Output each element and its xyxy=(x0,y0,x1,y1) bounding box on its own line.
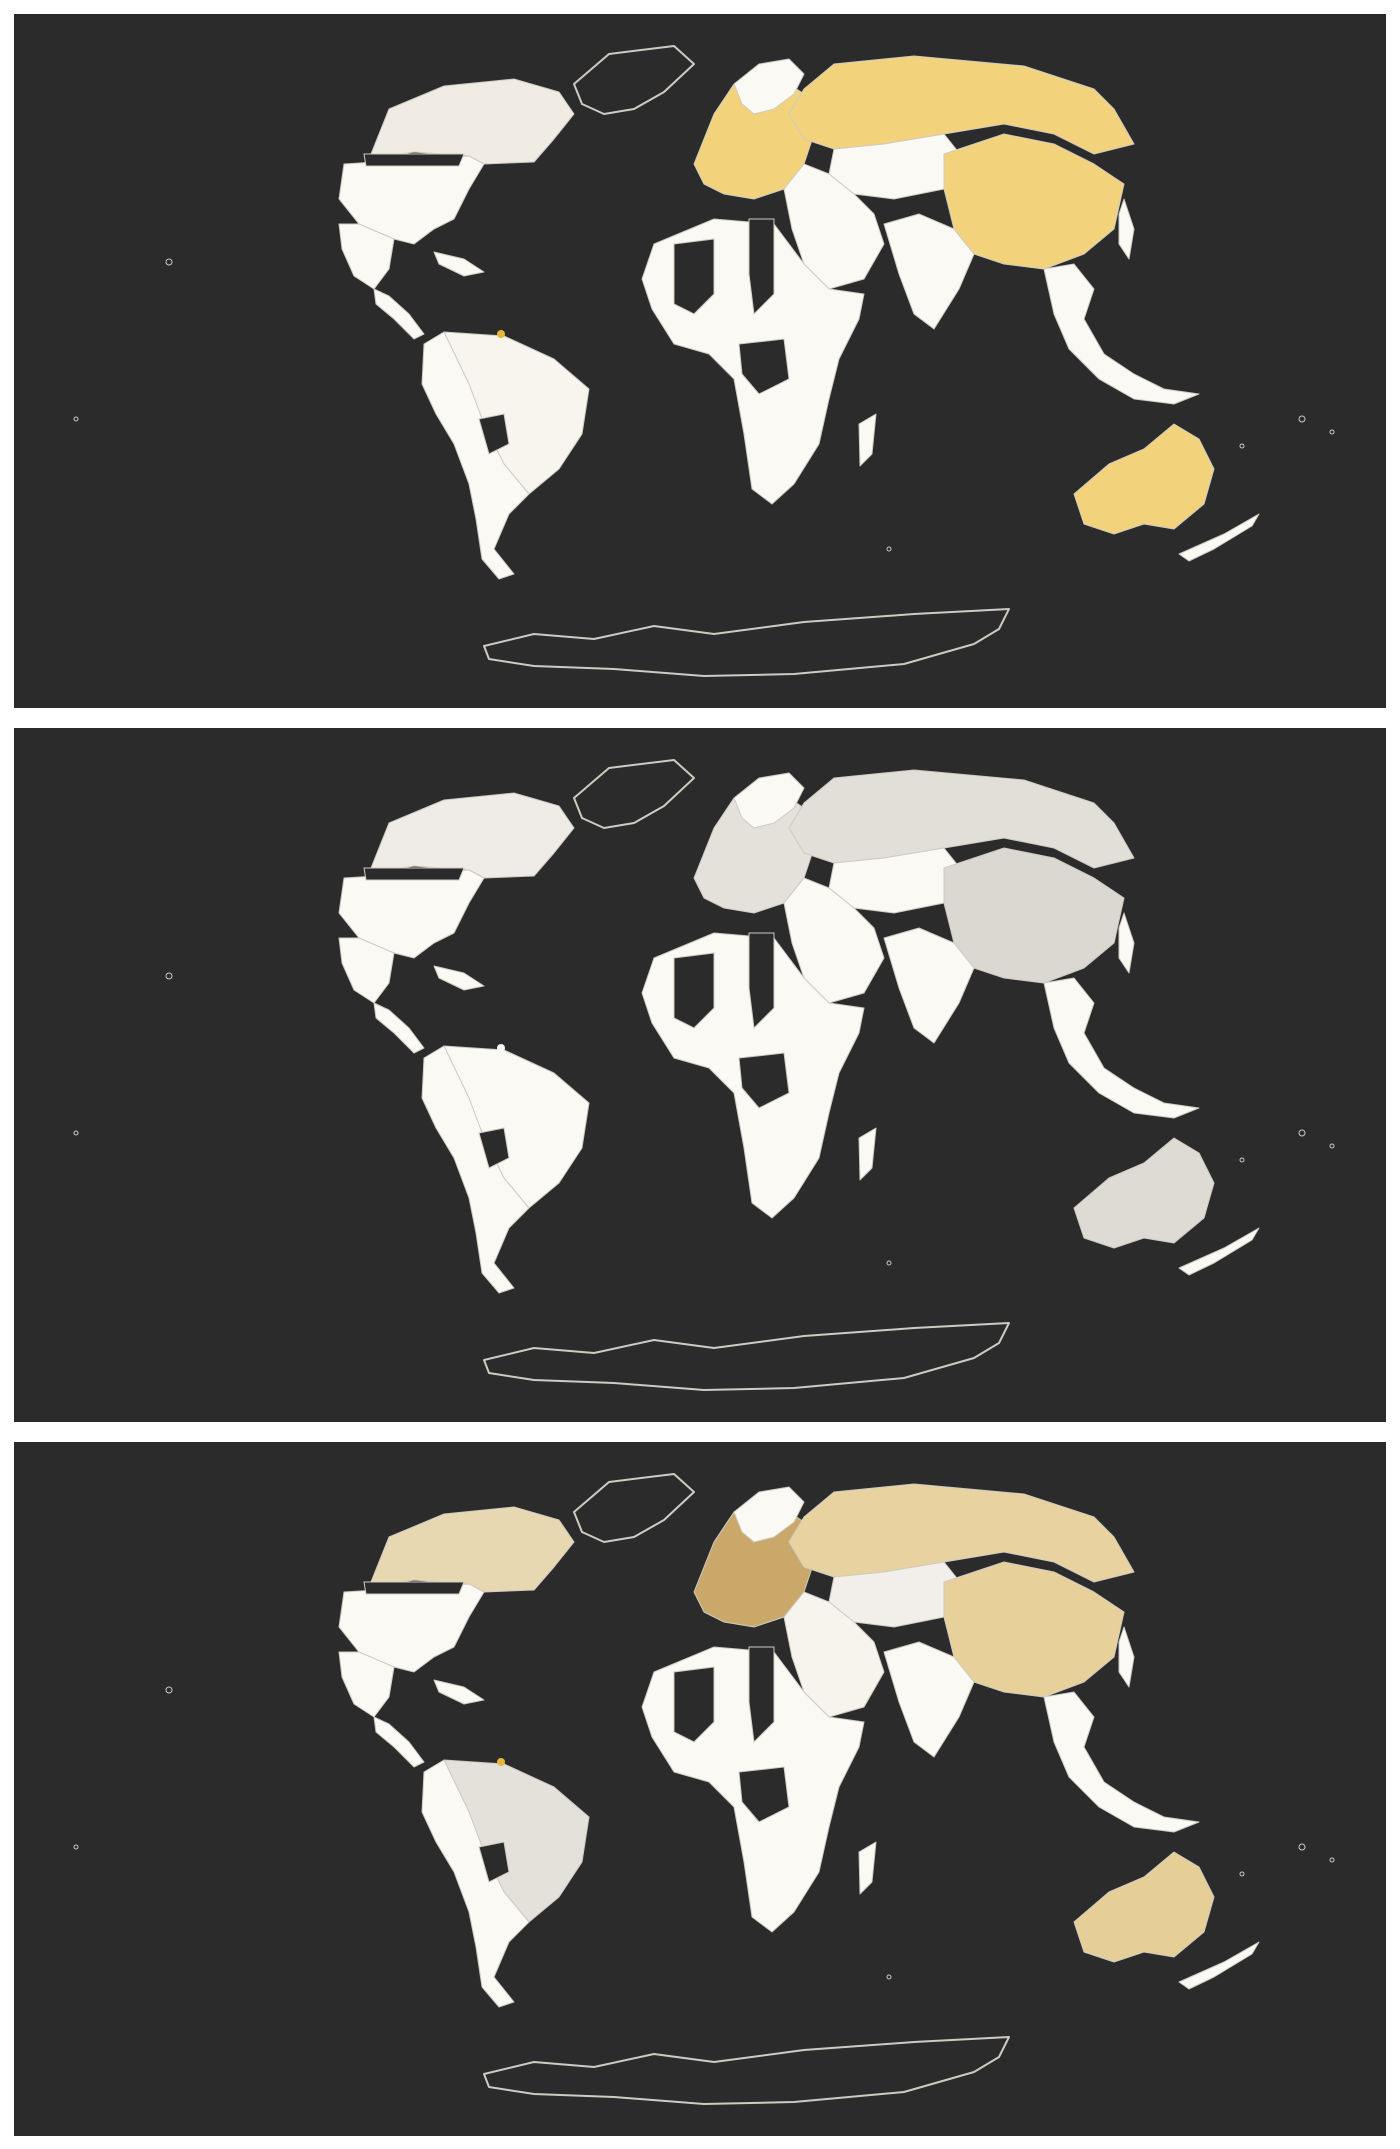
region-china xyxy=(943,1561,1125,1698)
region-mexico xyxy=(338,937,395,1004)
region-japan xyxy=(1118,912,1135,974)
world-map-svg xyxy=(14,1442,1386,2136)
no-data-region xyxy=(738,1052,790,1109)
region-south-asia xyxy=(883,213,975,330)
no-data-region xyxy=(478,413,510,455)
region-south-asia xyxy=(883,1641,975,1758)
no-data-region xyxy=(363,153,465,167)
region-mexico xyxy=(338,223,395,290)
island-outline xyxy=(1329,1857,1335,1863)
world-map-panel-1 xyxy=(14,14,1386,708)
region-caribbean xyxy=(433,251,485,277)
island-outline xyxy=(886,1260,892,1266)
no-data-region xyxy=(478,1841,510,1883)
no-data-region xyxy=(738,1766,790,1823)
region-antarctica xyxy=(483,1322,1010,1391)
region-usa xyxy=(338,1583,485,1673)
region-central-america xyxy=(373,1716,425,1768)
region-australia xyxy=(1073,423,1215,535)
region-south-america-rest xyxy=(421,1045,530,1294)
region-caribbean xyxy=(433,1679,485,1705)
region-japan xyxy=(1118,198,1135,260)
island-outline xyxy=(73,1844,79,1850)
no-data-region xyxy=(748,932,775,1030)
no-data-region xyxy=(673,1666,715,1743)
region-south-america-rest xyxy=(421,1759,530,2008)
region-madagascar xyxy=(858,1841,877,1895)
region-new-zealand xyxy=(1178,1941,1260,1990)
region-australia xyxy=(1073,1851,1215,1963)
region-china xyxy=(943,847,1125,984)
region-middle-east xyxy=(783,163,885,290)
region-madagascar xyxy=(858,1127,877,1181)
no-data-region xyxy=(673,952,715,1029)
region-europe xyxy=(693,73,815,200)
island-outline xyxy=(73,416,79,422)
region-new-zealand xyxy=(1178,1227,1260,1276)
region-new-zealand xyxy=(1178,513,1260,562)
no-data-region xyxy=(748,218,775,316)
region-australia xyxy=(1073,1137,1215,1249)
region-scandinavia xyxy=(733,772,805,829)
island-outline xyxy=(886,1974,892,1980)
island-outline xyxy=(165,1686,173,1694)
region-southeast-asia xyxy=(1043,1691,1200,1833)
no-data-region xyxy=(748,1646,775,1744)
region-usa xyxy=(338,869,485,959)
region-central-america xyxy=(373,288,425,340)
region-middle-east xyxy=(783,1591,885,1718)
region-southeast-asia xyxy=(1043,263,1200,405)
region-scandinavia xyxy=(733,1486,805,1543)
region-greenland xyxy=(573,1473,695,1543)
region-usa xyxy=(338,155,485,245)
region-greenland xyxy=(573,759,695,829)
island-outline xyxy=(1239,1871,1245,1877)
island-outline xyxy=(165,972,173,980)
region-europe xyxy=(693,1501,815,1628)
no-data-region xyxy=(363,1581,465,1595)
region-scandinavia xyxy=(733,58,805,115)
no-data-region xyxy=(363,867,465,881)
world-map-panel-2 xyxy=(14,728,1386,1422)
island-outline xyxy=(1239,443,1245,449)
region-madagascar xyxy=(858,413,877,467)
region-caribbean xyxy=(433,965,485,991)
island-outline xyxy=(1298,415,1306,423)
region-europe xyxy=(693,787,815,914)
region-french-guiana xyxy=(497,330,505,338)
region-south-asia xyxy=(883,927,975,1044)
island-outline xyxy=(886,546,892,552)
world-map-svg xyxy=(14,14,1386,708)
island-outline xyxy=(165,258,173,266)
region-french-guiana xyxy=(497,1044,505,1052)
island-outline xyxy=(1329,429,1335,435)
map-background xyxy=(14,728,1386,1422)
region-china xyxy=(943,133,1125,270)
region-antarctica xyxy=(483,608,1010,677)
no-data-region xyxy=(673,238,715,315)
region-southeast-asia xyxy=(1043,977,1200,1119)
region-japan xyxy=(1118,1626,1135,1688)
region-south-america-rest xyxy=(421,331,530,580)
island-outline xyxy=(1329,1143,1335,1149)
world-map-svg xyxy=(14,728,1386,1422)
no-data-region xyxy=(478,1127,510,1169)
island-outline xyxy=(1298,1129,1306,1137)
region-middle-east xyxy=(783,877,885,1004)
island-outline xyxy=(1239,1157,1245,1163)
map-background xyxy=(14,1442,1386,2136)
island-outline xyxy=(73,1130,79,1136)
region-central-america xyxy=(373,1002,425,1054)
map-background xyxy=(14,14,1386,708)
region-french-guiana xyxy=(497,1758,505,1766)
island-outline xyxy=(1298,1843,1306,1851)
region-antarctica xyxy=(483,2036,1010,2105)
region-mexico xyxy=(338,1651,395,1718)
region-greenland xyxy=(573,45,695,115)
world-map-panel-3 xyxy=(14,1442,1386,2136)
no-data-region xyxy=(738,338,790,395)
